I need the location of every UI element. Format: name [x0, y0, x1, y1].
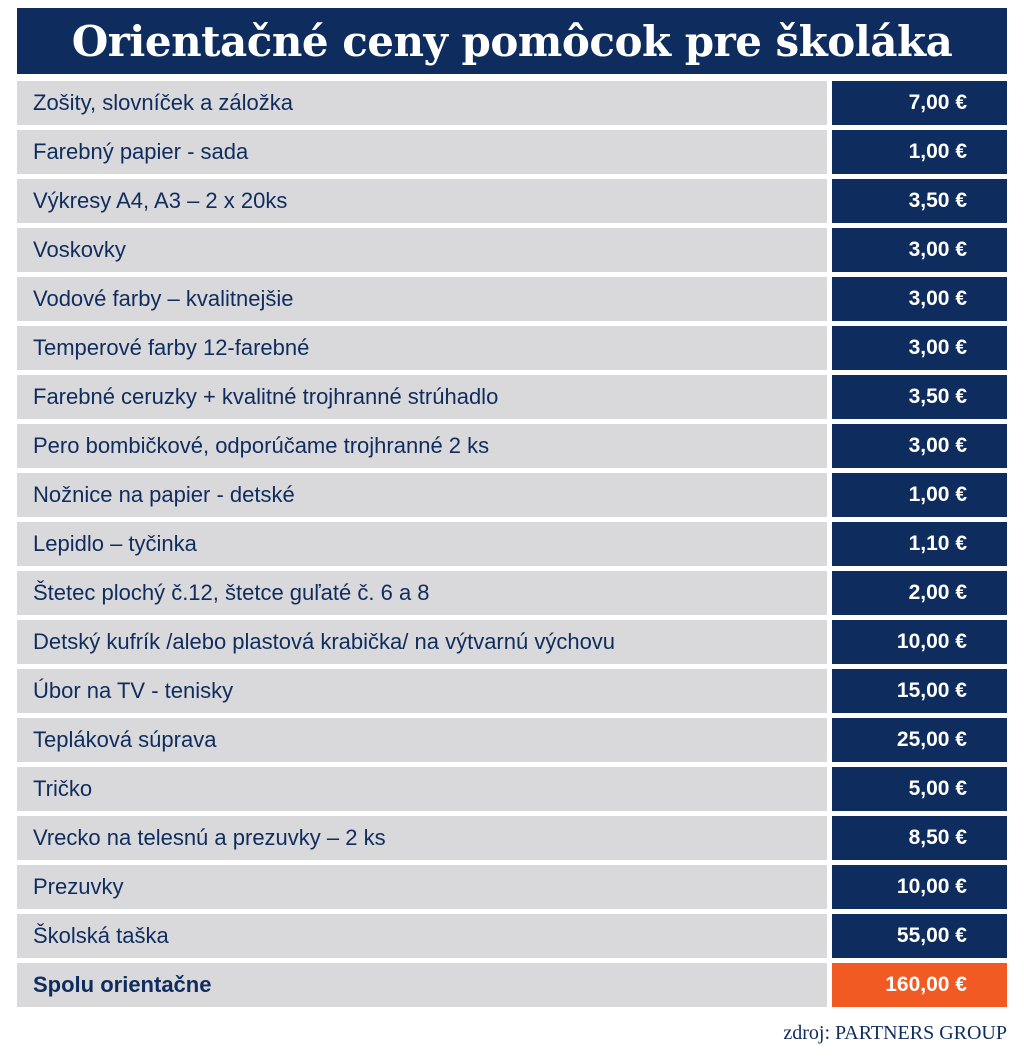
table-row: Vodové farby – kvalitnejšie 3,00 € — [17, 277, 1007, 321]
item-price: 7,00 € — [908, 91, 967, 114]
item-price: 8,50 € — [908, 826, 967, 849]
item-label: Farebný papier - sada — [33, 139, 249, 164]
item-price-cell: 15,00 € — [832, 669, 1007, 713]
item-label-cell: Tepláková súprava — [17, 718, 827, 762]
item-price-cell: 3,00 € — [832, 424, 1007, 468]
item-label: Tričko — [33, 776, 93, 801]
item-label-cell: Školská taška — [17, 914, 827, 958]
title-banner: Orientačné ceny pomôcok pre školáka — [17, 8, 1007, 74]
item-label: Vrecko na telesnú a prezuvky – 2 ks — [33, 825, 386, 850]
table-row: Tepláková súprava 25,00 € — [17, 718, 1007, 762]
item-label-cell: Farebné ceruzky + kvalitné trojhranné st… — [17, 375, 827, 419]
item-price: 25,00 € — [896, 728, 967, 751]
table-row: Voskovky 3,00 € — [17, 228, 1007, 272]
item-label: Vodové farby – kvalitnejšie — [33, 286, 294, 311]
item-label-cell: Farebný papier - sada — [17, 130, 827, 174]
table-row: Nožnice na papier - detské 1,00 € — [17, 473, 1007, 517]
item-price: 3,50 € — [908, 189, 967, 212]
item-price: 3,00 € — [908, 434, 967, 457]
table-row: Úbor na TV - tenisky 15,00 € — [17, 669, 1007, 713]
item-label: Farebné ceruzky + kvalitné trojhranné st… — [33, 384, 499, 409]
item-price-cell: 5,00 € — [832, 767, 1007, 811]
item-price-cell: 3,00 € — [832, 326, 1007, 370]
item-label-cell: Nožnice na papier - detské — [17, 473, 827, 517]
item-label: Nožnice na papier - detské — [33, 482, 295, 507]
total-label-cell: Spolu orientačne — [17, 963, 827, 1007]
table-row: Detský kufrík /alebo plastová krabička/ … — [17, 620, 1007, 664]
item-label: Temperové farby 12-farebné — [33, 335, 310, 360]
item-label-cell: Voskovky — [17, 228, 827, 272]
item-price: 10,00 € — [896, 630, 967, 653]
item-label: Štetec plochý č.12, štetce guľaté č. 6 a… — [33, 580, 430, 605]
item-price-cell: 3,50 € — [832, 375, 1007, 419]
table-row: Zošity, slovníček a záložka 7,00 € — [17, 81, 1007, 125]
total-label: Spolu orientačne — [33, 972, 212, 997]
item-label-cell: Vrecko na telesnú a prezuvky – 2 ks — [17, 816, 827, 860]
item-label: Lepidlo – tyčinka — [33, 531, 197, 556]
total-price-cell: 160,00 € — [832, 963, 1007, 1007]
item-price-cell: 3,00 € — [832, 228, 1007, 272]
item-label-cell: Tričko — [17, 767, 827, 811]
item-price-cell: 55,00 € — [832, 914, 1007, 958]
item-price-cell: 3,50 € — [832, 179, 1007, 223]
item-label: Tepláková súprava — [33, 727, 217, 752]
item-price: 3,50 € — [908, 385, 967, 408]
table-row: Temperové farby 12-farebné 3,00 € — [17, 326, 1007, 370]
item-label: Školská taška — [33, 923, 169, 948]
item-price-cell: 10,00 € — [832, 865, 1007, 909]
source-note: zdroj: PARTNERS GROUP — [783, 1022, 1007, 1044]
table-row: Tričko 5,00 € — [17, 767, 1007, 811]
total-price: 160,00 € — [885, 973, 967, 996]
chart-title: Orientačné ceny pomôcok pre školáka — [71, 16, 953, 66]
item-label: Výkresy A4, A3 – 2 x 20ks — [33, 188, 288, 213]
table-row: Štetec plochý č.12, štetce guľaté č. 6 a… — [17, 571, 1007, 615]
item-price: 1,10 € — [908, 532, 967, 555]
table-row: Prezuvky 10,00 € — [17, 865, 1007, 909]
item-label: Pero bombičkové, odporúčame trojhranné 2… — [33, 433, 490, 458]
item-label-cell: Temperové farby 12-farebné — [17, 326, 827, 370]
table-row: Farebné ceruzky + kvalitné trojhranné st… — [17, 375, 1007, 419]
item-label-cell: Prezuvky — [17, 865, 827, 909]
item-label: Úbor na TV - tenisky — [33, 678, 234, 703]
item-price-cell: 25,00 € — [832, 718, 1007, 762]
item-price: 3,00 € — [908, 336, 967, 359]
table-row: Školská taška 55,00 € — [17, 914, 1007, 958]
table-row: Výkresy A4, A3 – 2 x 20ks 3,50 € — [17, 179, 1007, 223]
item-price: 1,00 € — [908, 483, 967, 506]
item-label: Prezuvky — [33, 874, 124, 899]
item-price-cell: 1,10 € — [832, 522, 1007, 566]
item-price: 1,00 € — [908, 140, 967, 163]
item-label-cell: Vodové farby – kvalitnejšie — [17, 277, 827, 321]
item-price-cell: 10,00 € — [832, 620, 1007, 664]
item-price-cell: 8,50 € — [832, 816, 1007, 860]
item-price: 55,00 € — [896, 924, 967, 947]
item-label: Zošity, slovníček a záložka — [33, 90, 294, 115]
price-table: Zošity, slovníček a záložka 7,00 € Farebný… — [17, 81, 1007, 1012]
item-price-cell: 2,00 € — [832, 571, 1007, 615]
item-price-cell: 1,00 € — [832, 130, 1007, 174]
item-label-cell: Výkresy A4, A3 – 2 x 20ks — [17, 179, 827, 223]
table-row: Pero bombičkové, odporúčame trojhranné 2… — [17, 424, 1007, 468]
item-price: 10,00 € — [896, 875, 967, 898]
item-label-cell: Pero bombičkové, odporúčame trojhranné 2… — [17, 424, 827, 468]
table-row: Lepidlo – tyčinka 1,10 € — [17, 522, 1007, 566]
item-price: 3,00 € — [908, 287, 967, 310]
item-price-cell: 1,00 € — [832, 473, 1007, 517]
item-price-cell: 7,00 € — [832, 81, 1007, 125]
table-row: Vrecko na telesnú a prezuvky – 2 ks 8,50 … — [17, 816, 1007, 860]
item-label-cell: Úbor na TV - tenisky — [17, 669, 827, 713]
item-price: 5,00 € — [908, 777, 967, 800]
item-label: Voskovky — [33, 237, 126, 262]
item-label: Detský kufrík /alebo plastová krabička/ … — [33, 629, 616, 654]
item-label-cell: Lepidlo – tyčinka — [17, 522, 827, 566]
item-price-cell: 3,00 € — [832, 277, 1007, 321]
item-price: 2,00 € — [908, 581, 967, 604]
total-row: Spolu orientačne 160,00 € — [17, 963, 1007, 1007]
table-row: Farebný papier - sada 1,00 € — [17, 130, 1007, 174]
item-label-cell: Zošity, slovníček a záložka — [17, 81, 827, 125]
item-label-cell: Štetec plochý č.12, štetce guľaté č. 6 a… — [17, 571, 827, 615]
item-price: 15,00 € — [896, 679, 967, 702]
item-price: 3,00 € — [908, 238, 967, 261]
item-label-cell: Detský kufrík /alebo plastová krabička/ … — [17, 620, 827, 664]
